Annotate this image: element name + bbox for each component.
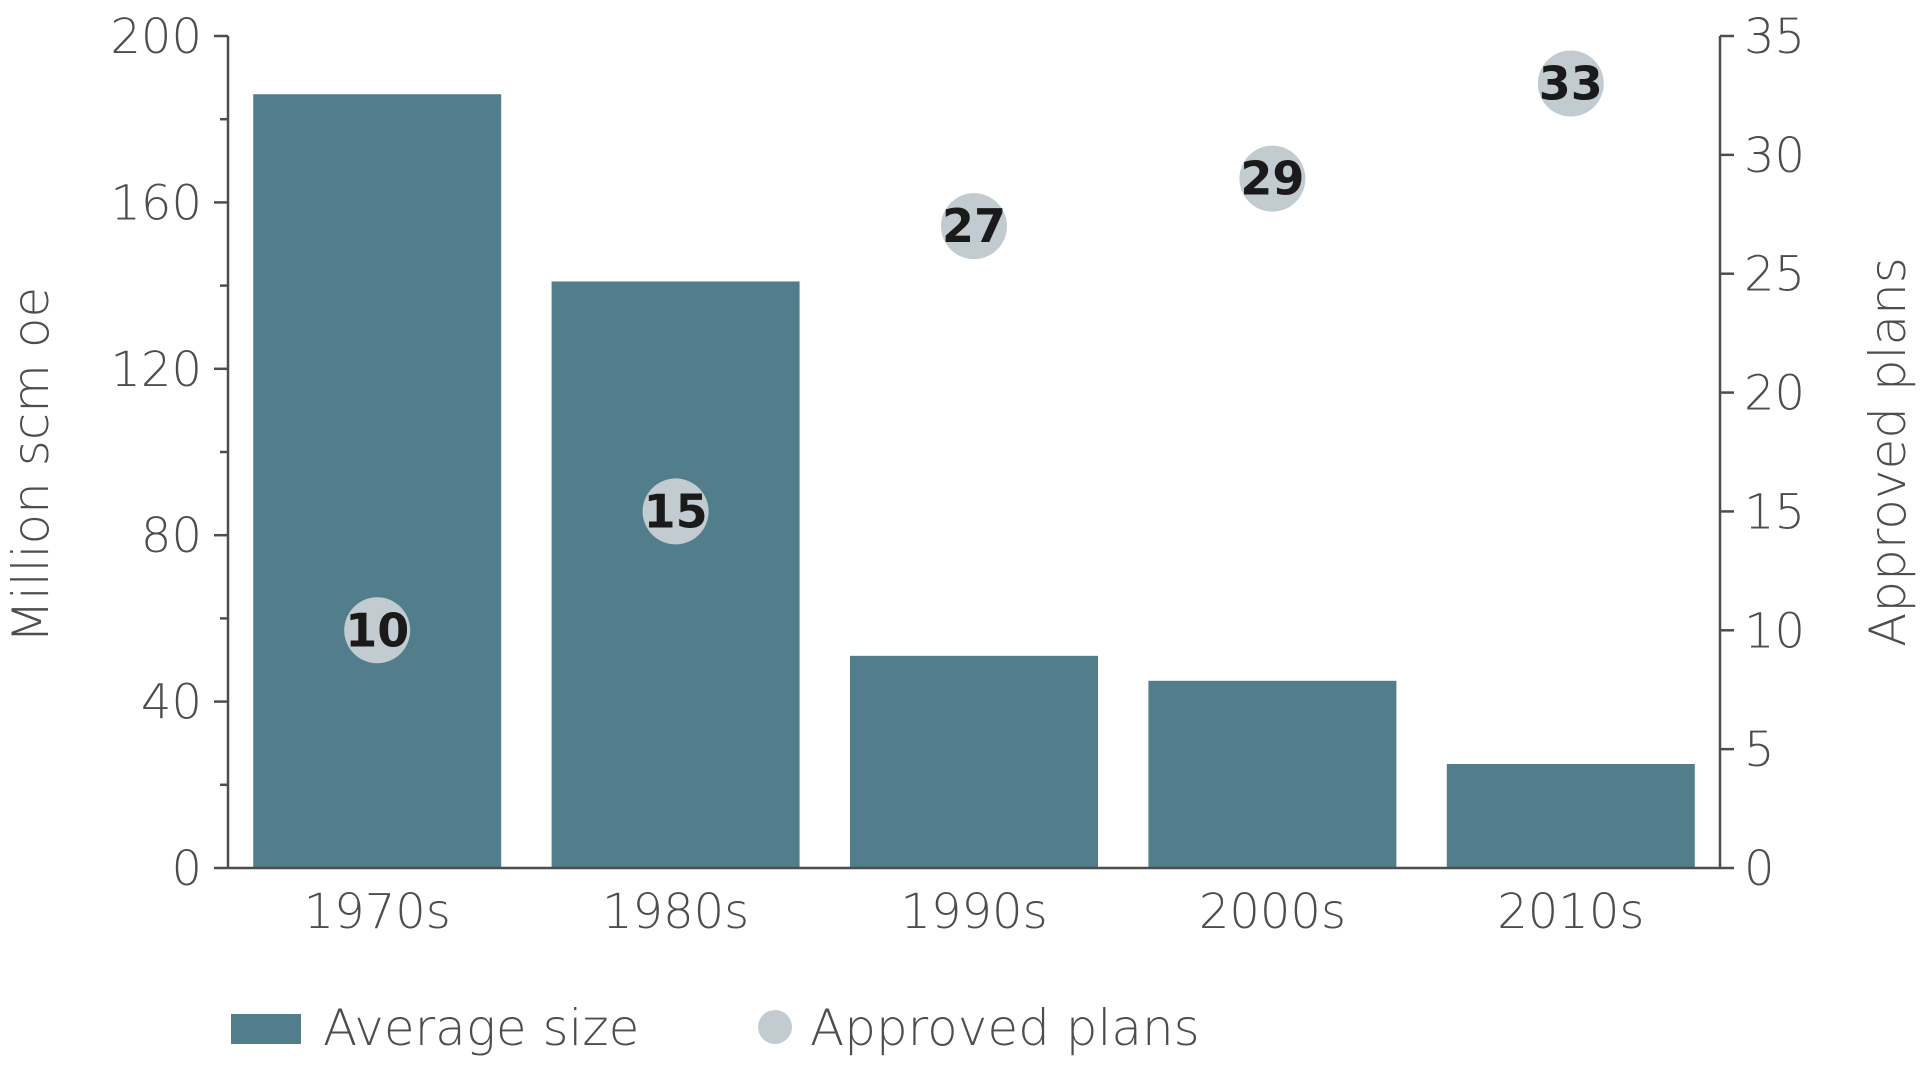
dot-series: 10 15 27 29 33 (344, 50, 1604, 664)
dot-marker (1239, 145, 1306, 212)
left-tick-label: 120 (110, 342, 202, 398)
dot-marker (941, 193, 1007, 260)
x-axis: 1970s 1980s 1990s 2000s 2010s (228, 866, 1720, 940)
dot-marker (1537, 50, 1604, 117)
x-tick-label: 1990s (900, 884, 1047, 940)
dot-data-label: 15 (644, 484, 708, 538)
legend-swatch-bar (231, 1014, 301, 1044)
left-tick-label: 80 (141, 508, 202, 564)
right-tick-label: 0 (1744, 841, 1775, 897)
bar (850, 655, 1098, 868)
dot-data-label: 10 (345, 603, 409, 657)
left-tick-label: 40 (141, 675, 202, 731)
legend-label-dot: Approved plans (810, 999, 1200, 1057)
right-axis-title: Approved plans (1859, 257, 1917, 647)
dot-marker (642, 478, 709, 545)
right-tick-label: 15 (1744, 484, 1805, 540)
right-tick-label: 20 (1744, 366, 1805, 422)
x-tick-label: 2010s (1497, 884, 1644, 940)
right-y-axis: 0 5 10 15 20 25 30 35 (1718, 9, 1805, 897)
right-tick-label: 5 (1744, 722, 1775, 778)
bar (253, 94, 502, 869)
bar (551, 281, 800, 868)
left-axis-title: Million scm oe (2, 287, 60, 643)
dot-data-label: 29 (1240, 152, 1304, 206)
x-tick-label: 1980s (602, 884, 749, 940)
legend: Average size Approved plans (231, 999, 1200, 1057)
left-tick-label: 160 (110, 175, 202, 231)
right-tick-label: 35 (1744, 9, 1805, 65)
bar (1148, 680, 1397, 868)
right-tick-label: 30 (1744, 128, 1805, 184)
left-tick-label: 0 (171, 841, 202, 897)
right-tick-label: 10 (1744, 603, 1805, 659)
dot-marker (344, 597, 411, 664)
left-tick-label: 200 (110, 9, 202, 65)
legend-label-bar: Average size (323, 999, 639, 1057)
x-tick-label: 1970s (304, 884, 451, 940)
dot-data-label: 27 (942, 199, 1006, 253)
dot-data-label: 33 (1539, 57, 1603, 111)
bar-series (253, 94, 1695, 869)
bar (1446, 764, 1695, 868)
x-tick-label: 2000s (1199, 884, 1346, 940)
left-y-axis: 0 40 80 120 160 200 (110, 9, 230, 897)
legend-swatch-dot (758, 1010, 792, 1044)
right-tick-label: 25 (1744, 247, 1805, 303)
